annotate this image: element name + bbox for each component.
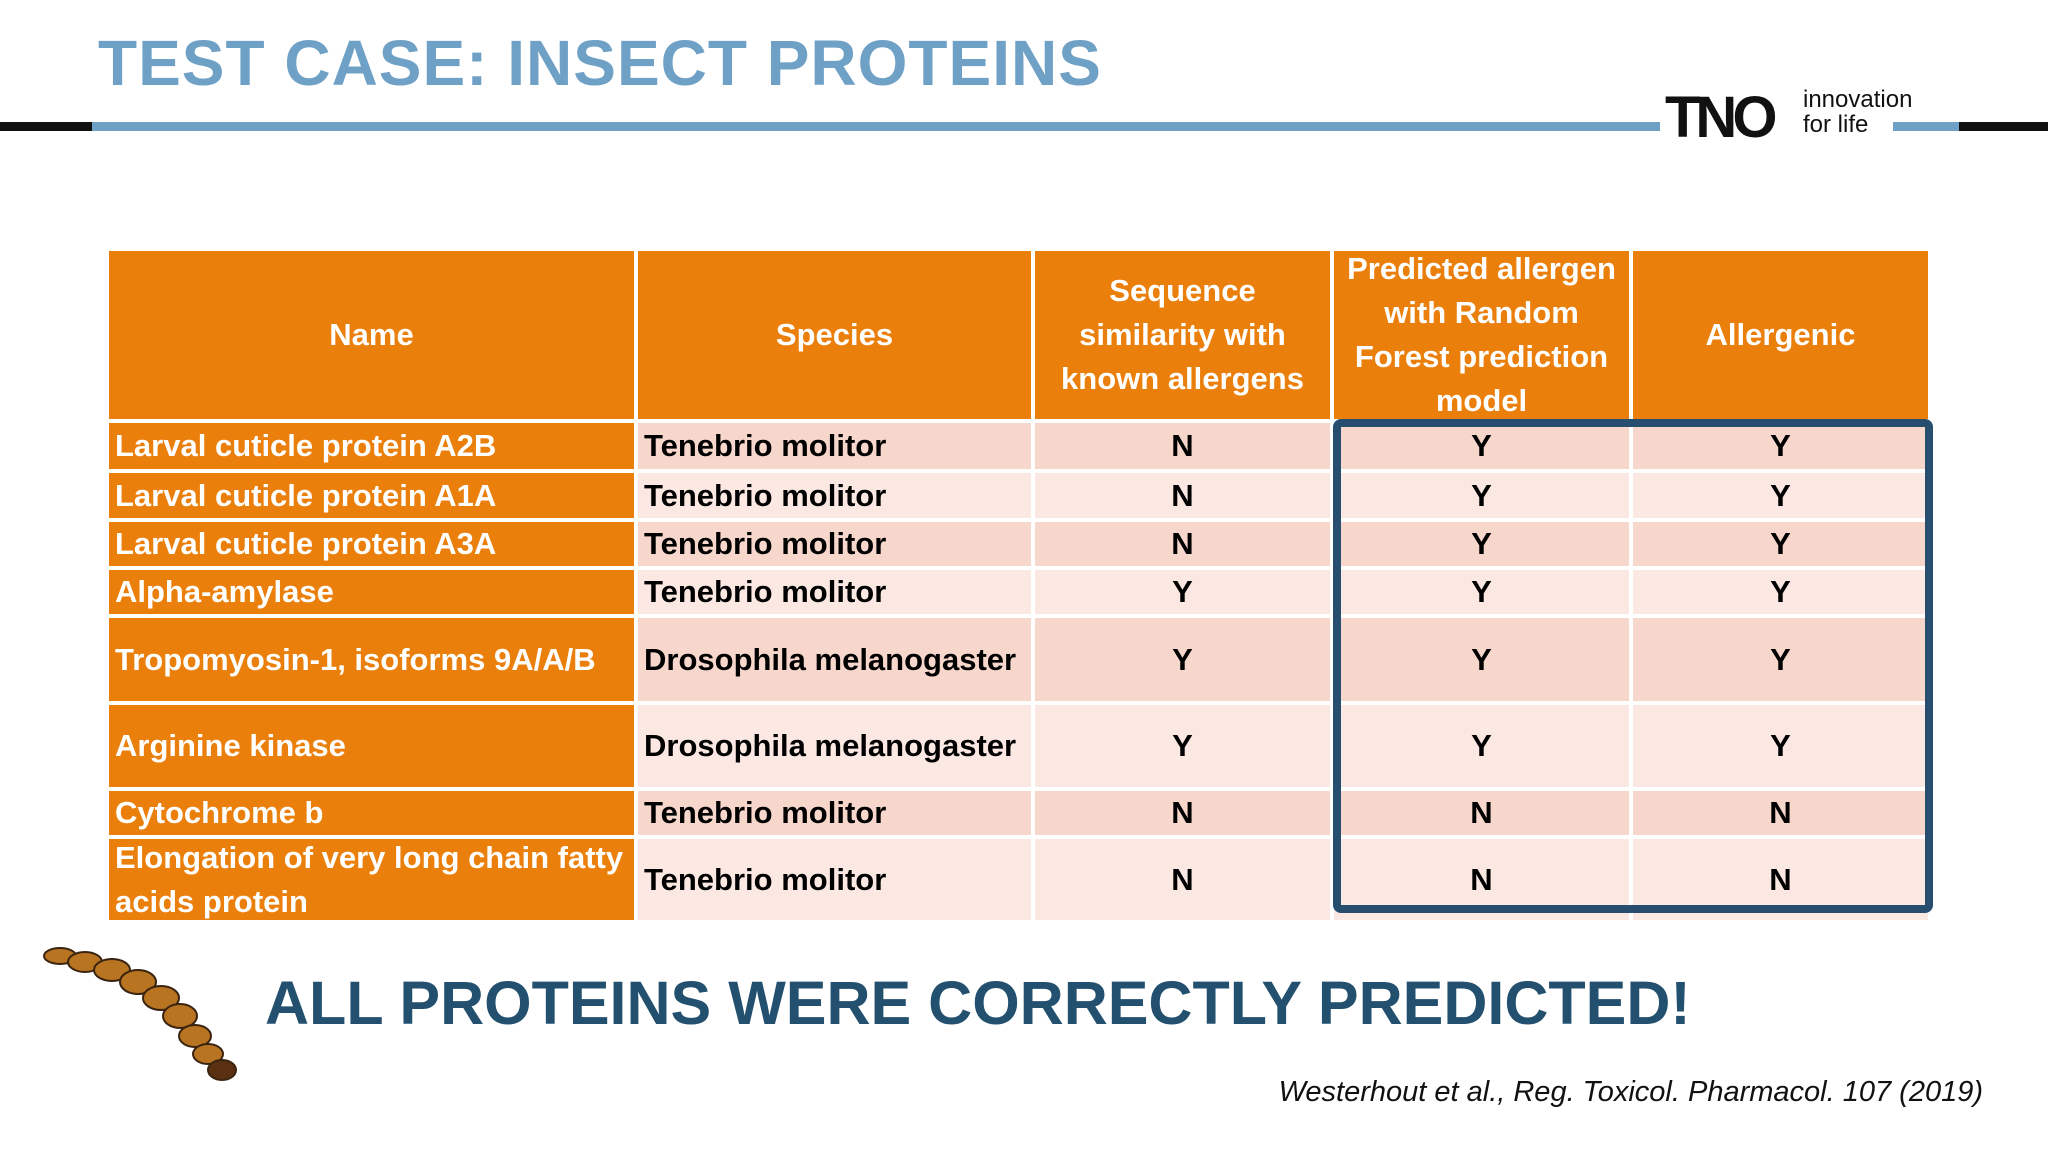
- highlight-box: [1333, 419, 1933, 913]
- table-cell: Elongation of very long chain fatty acid…: [109, 839, 634, 920]
- table-cell: Drosophila melanogaster: [638, 705, 1031, 787]
- table-cell: Tropomyosin-1, isoforms 9A/A/B: [109, 618, 634, 701]
- table-cell: Arginine kinase: [109, 705, 634, 787]
- table-cell: Tenebrio molitor: [638, 473, 1031, 518]
- table-cell: Tenebrio molitor: [638, 839, 1031, 920]
- table-cell: Drosophila melanogaster: [638, 618, 1031, 701]
- table-cell: Name: [109, 251, 634, 419]
- table-cell: Tenebrio molitor: [638, 570, 1031, 614]
- table-cell: N: [1035, 423, 1330, 469]
- table-cell: Allergenic: [1633, 251, 1928, 419]
- table-cell: Larval cuticle protein A3A: [109, 522, 634, 566]
- table-cell: Tenebrio molitor: [638, 423, 1031, 469]
- header-rule: [0, 122, 2048, 131]
- table-cell: Sequence similarity with known allergens: [1035, 251, 1330, 419]
- table-cell: Y: [1035, 570, 1330, 614]
- logo-tagline: innovation for life: [1803, 87, 1912, 137]
- table-cell: Larval cuticle protein A2B: [109, 423, 634, 469]
- slide-title: TEST CASE: INSECT PROTEINS: [98, 27, 1102, 99]
- table-cell: Y: [1035, 705, 1330, 787]
- conclusion: ALL PROTEINS WERE CORRECTLY PREDICTED!: [265, 969, 1691, 1037]
- logo-tagline-line: for life: [1803, 111, 1869, 138]
- table-cell: Species: [638, 251, 1031, 419]
- logo-mark: TNO: [1665, 85, 1777, 150]
- mealworm-image: [43, 947, 237, 1081]
- table-cell: N: [1035, 791, 1330, 835]
- table-cell: N: [1035, 473, 1330, 518]
- table-cell: Tenebrio molitor: [638, 522, 1031, 566]
- logo-tagline-line: innovation: [1803, 86, 1913, 113]
- table-cell: Larval cuticle protein A1A: [109, 473, 634, 518]
- table-cell: Y: [1035, 618, 1330, 701]
- table-cell: N: [1035, 839, 1330, 920]
- table-cell: Alpha-amylase: [109, 570, 634, 614]
- table-cell: Cytochrome b: [109, 791, 634, 835]
- table-cell: N: [1035, 522, 1330, 566]
- table-cell: Tenebrio molitor: [638, 791, 1031, 835]
- table-cell: Predicted allergen with Random Forest pr…: [1334, 251, 1629, 419]
- citation: Westerhout et al., Reg. Toxicol. Pharmac…: [1278, 1076, 1983, 1108]
